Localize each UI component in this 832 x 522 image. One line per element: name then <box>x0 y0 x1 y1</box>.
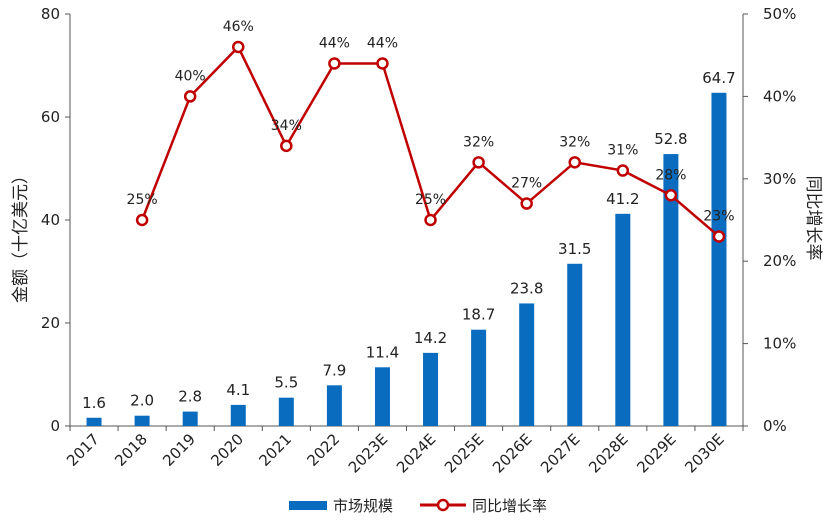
bar <box>230 404 246 426</box>
bar <box>374 367 390 426</box>
y-tick-label: 60 <box>41 108 60 126</box>
growth-value-label: 31% <box>607 143 638 159</box>
legend: 市场规模 同比增长率 <box>289 497 547 515</box>
growth-value-label: 32% <box>559 134 590 150</box>
x-tick-labels: 2017 2018 2019 2020 2021 2022 2023E 2024E 2025E 2… <box>63 430 728 476</box>
bar-value-label: 11.4 <box>366 343 399 361</box>
x-tick-label: 2022 <box>303 430 343 470</box>
growth-point <box>712 230 726 243</box>
bar <box>471 329 487 426</box>
growth-value-label: 23% <box>703 208 734 224</box>
y2-tick-label: 50% <box>763 5 796 23</box>
y-tick-label: 40 <box>41 211 60 229</box>
x-tick-label: 2024E <box>393 430 439 476</box>
x-tick-label: 2029E <box>633 430 679 476</box>
growth-value-label: 28% <box>655 167 686 183</box>
growth-value-label: 40% <box>175 68 206 84</box>
bar <box>278 397 294 426</box>
growth-point <box>424 213 437 227</box>
bar <box>423 352 439 426</box>
y2-axis-title: 同比增长率 <box>803 176 823 261</box>
bar <box>86 417 102 426</box>
x-tick-label: 2020 <box>207 430 247 470</box>
growth-point <box>328 57 341 70</box>
bar-value-label: 7.9 <box>322 361 346 379</box>
growth-point <box>135 213 149 227</box>
y-tick-label: 80 <box>41 5 60 23</box>
bar <box>567 263 583 426</box>
growth-point <box>376 57 389 70</box>
y2-tick-label: 10% <box>763 335 796 353</box>
x-tick-label: 2023E <box>345 430 391 476</box>
y2-tick-label: 0% <box>763 417 787 435</box>
growth-point <box>568 156 581 169</box>
bar-value-label: 41.2 <box>606 190 639 208</box>
bar-value-label: 18.7 <box>462 306 495 324</box>
legend-line-label: 同比增长率 <box>472 497 547 515</box>
x-tick-label: 2025E <box>441 430 487 476</box>
bar-value-label: 31.5 <box>558 240 591 258</box>
growth-point <box>520 197 533 210</box>
growth-value-label: 46% <box>223 19 254 35</box>
growth-point <box>664 189 678 202</box>
bar-labels: 1.6 2.0 2.8 4.1 5.5 7.9 11.4 14.2 18.7 23.8 31.5 41… <box>82 69 736 412</box>
bar <box>519 303 535 426</box>
growth-value-label: 34% <box>271 118 302 134</box>
growth-labels: 25% 40% 46% 34% 44% 44% 25% 32% 27% 32% 31% 28% 23% <box>127 19 735 225</box>
bar <box>711 92 727 427</box>
x-tick-label: 2021 <box>255 430 295 470</box>
legend-line-marker <box>436 498 450 512</box>
growth-value-label: 44% <box>319 35 350 51</box>
bar-value-label: 64.7 <box>702 69 735 87</box>
growth-value-label: 32% <box>463 134 494 150</box>
growth-value-label: 44% <box>367 35 398 51</box>
legend-bar-label: 市场规模 <box>333 497 393 515</box>
bar <box>615 213 631 426</box>
growth-point <box>280 139 293 153</box>
bar <box>326 385 342 426</box>
x-tick-label: 2018 <box>111 430 151 470</box>
y-axis-title: 金额（十亿美元） <box>11 167 31 303</box>
growth-point <box>232 40 245 54</box>
legend-bar-swatch <box>289 501 327 510</box>
x-tick-label: 2028E <box>585 430 631 476</box>
growth-point <box>616 164 630 177</box>
y-tick-label: 20 <box>41 314 60 332</box>
bar-value-label: 14.2 <box>414 329 447 347</box>
growth-value-label: 25% <box>127 192 158 208</box>
x-tick-label: 2017 <box>63 430 103 470</box>
axes: 0 20 40 60 80 0% 10% 20% 30% 40% 50% <box>41 5 796 435</box>
growth-value-label: 25% <box>415 192 446 208</box>
bar-value-label: 4.1 <box>226 381 250 399</box>
growth-point <box>183 90 197 103</box>
bar-value-label: 2.8 <box>178 388 202 406</box>
growth-value-label: 27% <box>511 176 542 192</box>
y-tick-label: 0 <box>50 417 60 435</box>
y2-tick-label: 20% <box>763 252 796 270</box>
x-tick-label: 2030E <box>681 430 727 476</box>
y2-tick-label: 30% <box>763 170 796 188</box>
bar <box>134 415 150 426</box>
bar <box>182 411 198 426</box>
x-tick-label: 2019 <box>159 430 199 470</box>
bar-value-label: 23.8 <box>510 279 543 297</box>
bars <box>86 92 727 427</box>
bar-value-label: 2.0 <box>130 392 154 410</box>
x-tick-label: 2026E <box>489 430 535 476</box>
bar <box>663 154 679 426</box>
y2-tick-label: 40% <box>763 87 796 105</box>
bar-value-label: 5.5 <box>274 374 298 392</box>
x-tick-label: 2027E <box>537 430 583 476</box>
growth-point <box>472 156 485 169</box>
growth-line <box>135 40 726 243</box>
bar-value-label: 52.8 <box>654 130 687 148</box>
bar-value-label: 1.6 <box>82 394 106 412</box>
